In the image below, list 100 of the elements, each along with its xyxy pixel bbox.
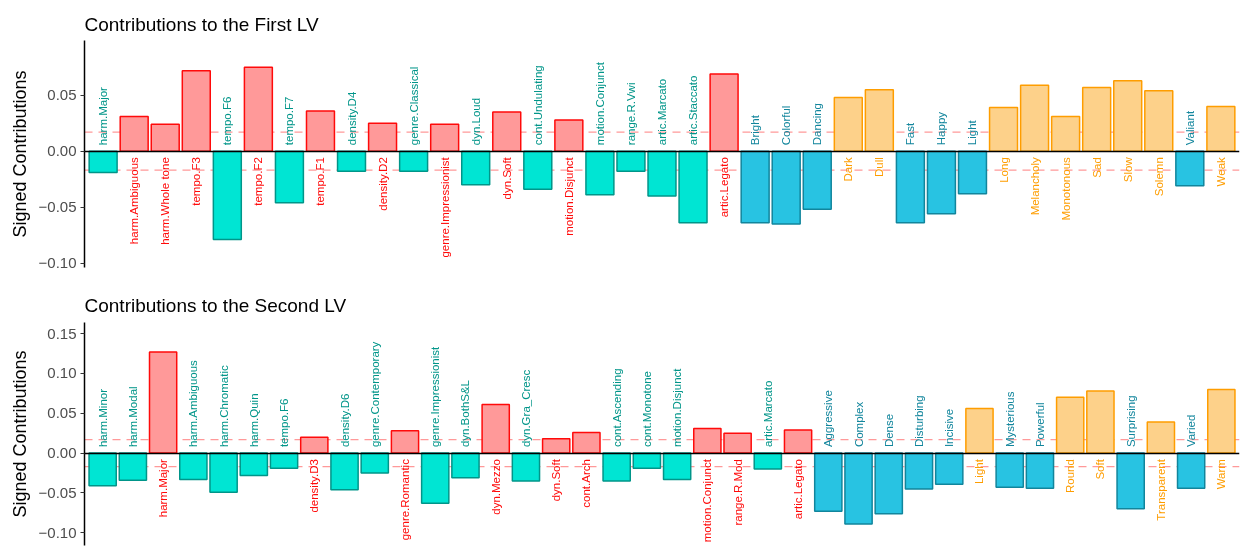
bar bbox=[632, 452, 662, 469]
bar bbox=[802, 150, 832, 211]
x-tick-label: dyn.Soft bbox=[550, 458, 563, 502]
x-tick-label: Melancholy bbox=[1028, 156, 1041, 216]
y-tick-label: 0.15 bbox=[47, 324, 77, 342]
bar bbox=[934, 452, 964, 485]
x-tick-label: dyn.Mezzo bbox=[489, 459, 502, 515]
bar bbox=[1050, 115, 1081, 152]
x-tick-label: tempo.F6 bbox=[221, 96, 234, 146]
x-tick-label: Mysterious bbox=[1003, 391, 1016, 448]
x-tick-label: harm.Whole tone bbox=[159, 157, 172, 245]
x-tick-label: density.D4 bbox=[345, 91, 358, 146]
bar bbox=[833, 96, 864, 152]
x-tick-label: tempo.F1 bbox=[314, 157, 327, 206]
bar bbox=[864, 88, 895, 152]
x-tick-label: artic.Marcato bbox=[656, 78, 668, 146]
x-tick-label: harm.Quin bbox=[247, 393, 260, 448]
bar bbox=[398, 150, 429, 173]
x-tick-label: Transparent bbox=[1154, 458, 1167, 521]
x-tick-label: tempo.F7 bbox=[283, 96, 296, 146]
bar bbox=[118, 452, 148, 481]
x-tick-label: Sad bbox=[1090, 157, 1103, 178]
x-tick-label: genre.Impressionist bbox=[429, 345, 442, 448]
x-tick-label: Dense bbox=[882, 413, 895, 448]
x-tick-label: Light bbox=[973, 458, 986, 485]
bar bbox=[995, 452, 1025, 489]
bar bbox=[1206, 105, 1236, 152]
x-tick-label: artic.Legato bbox=[792, 459, 805, 520]
x-tick-label: Disturbing bbox=[913, 395, 925, 448]
bar bbox=[274, 150, 305, 204]
x-tick-label: harm.Ambiguous bbox=[187, 359, 200, 448]
x-tick-label: Slow bbox=[1121, 156, 1134, 183]
x-tick-label: harm.Modal bbox=[126, 386, 139, 448]
x-tick-label: artic.Marcato bbox=[761, 380, 774, 448]
x-tick-label: Fast bbox=[904, 122, 917, 146]
x-tick-label: motion.Conjunct bbox=[701, 458, 714, 543]
y-tick-label: −0.05 bbox=[38, 483, 77, 501]
x-tick-label: harm.Ambiguous bbox=[128, 156, 141, 245]
y-tick-label: 0.10 bbox=[47, 364, 77, 382]
x-tick-label: Warm bbox=[1215, 459, 1228, 490]
x-tick-label: Weak bbox=[1214, 156, 1227, 187]
bar bbox=[988, 106, 1019, 152]
bar bbox=[1025, 452, 1055, 489]
y-tick-label: 0.00 bbox=[47, 142, 77, 160]
x-tick-label: tempo.F6 bbox=[278, 398, 291, 448]
y-axis-title: Signed Contributions bbox=[9, 70, 30, 238]
x-tick-label: Soft bbox=[1094, 458, 1107, 480]
x-tick-label: Long bbox=[997, 157, 1010, 183]
y-tick-label: 0.00 bbox=[47, 444, 77, 462]
x-tick-label: Aggressive bbox=[822, 390, 835, 448]
x-tick-label: Incisive bbox=[943, 408, 956, 448]
bar bbox=[523, 150, 553, 190]
bar bbox=[904, 452, 934, 490]
y-tick-label: 0.05 bbox=[47, 404, 77, 422]
x-tick-label: Solemn bbox=[1152, 157, 1165, 197]
y-tick-label: 0.05 bbox=[47, 86, 77, 104]
x-tick-label: density.D3 bbox=[308, 459, 321, 513]
bar bbox=[1081, 86, 1112, 152]
bar bbox=[305, 110, 336, 152]
x-tick-label: Varied bbox=[1185, 414, 1198, 448]
x-tick-label: tempo.F2 bbox=[252, 157, 265, 206]
x-tick-label: cont.Arch bbox=[580, 459, 593, 508]
x-tick-label: density.D6 bbox=[338, 393, 351, 448]
bar bbox=[965, 407, 994, 454]
x-tick-label: Light bbox=[966, 119, 979, 146]
x-tick-label: genre.Classical bbox=[407, 66, 420, 146]
x-tick-label: harm.Minor bbox=[96, 388, 109, 448]
x-tick-label: cont.Monotone bbox=[640, 371, 653, 448]
x-tick-label: Dull bbox=[873, 157, 886, 178]
x-tick-label: harm.Major bbox=[157, 458, 170, 518]
x-tick-label: dyn.Loud bbox=[469, 97, 482, 146]
x-tick-label: Round bbox=[1064, 459, 1077, 493]
x-tick-label: cont.Undulating bbox=[531, 65, 544, 146]
x-tick-label: Dark bbox=[842, 156, 855, 182]
bar bbox=[1144, 90, 1174, 152]
x-tick-label: cont.Ascending bbox=[610, 368, 623, 448]
bar bbox=[895, 150, 926, 224]
x-tick-label: dyn.Gra_Cresc bbox=[519, 369, 532, 448]
bar bbox=[88, 452, 117, 487]
x-tick-label: dyn.BothS&L bbox=[459, 379, 472, 448]
x-tick-label: dyn.Soft bbox=[500, 156, 513, 200]
bar bbox=[88, 150, 118, 174]
y-tick-label: −0.05 bbox=[38, 198, 77, 216]
x-tick-label: Colorful bbox=[780, 105, 793, 146]
bar bbox=[150, 123, 180, 152]
x-tick-label: genre.Contemporary bbox=[368, 341, 381, 448]
x-tick-label: Powerful bbox=[1033, 402, 1046, 448]
x-tick-label: Dancing bbox=[811, 103, 824, 146]
x-tick-label: Complex bbox=[852, 401, 865, 448]
bar bbox=[212, 150, 243, 241]
x-tick-label: Valiant bbox=[1183, 110, 1196, 146]
x-tick-label: artic.Legato bbox=[718, 157, 731, 218]
bar bbox=[1175, 150, 1205, 187]
bar bbox=[1146, 421, 1176, 454]
chart-title: Contributions to the Second LV bbox=[84, 294, 347, 316]
bar bbox=[511, 452, 541, 482]
bar bbox=[957, 150, 988, 195]
y-axis-title: Signed Contributions bbox=[9, 350, 30, 518]
x-tick-label: range.R.Mod bbox=[731, 459, 744, 526]
x-tick-label: genre.Romantic bbox=[399, 458, 411, 541]
